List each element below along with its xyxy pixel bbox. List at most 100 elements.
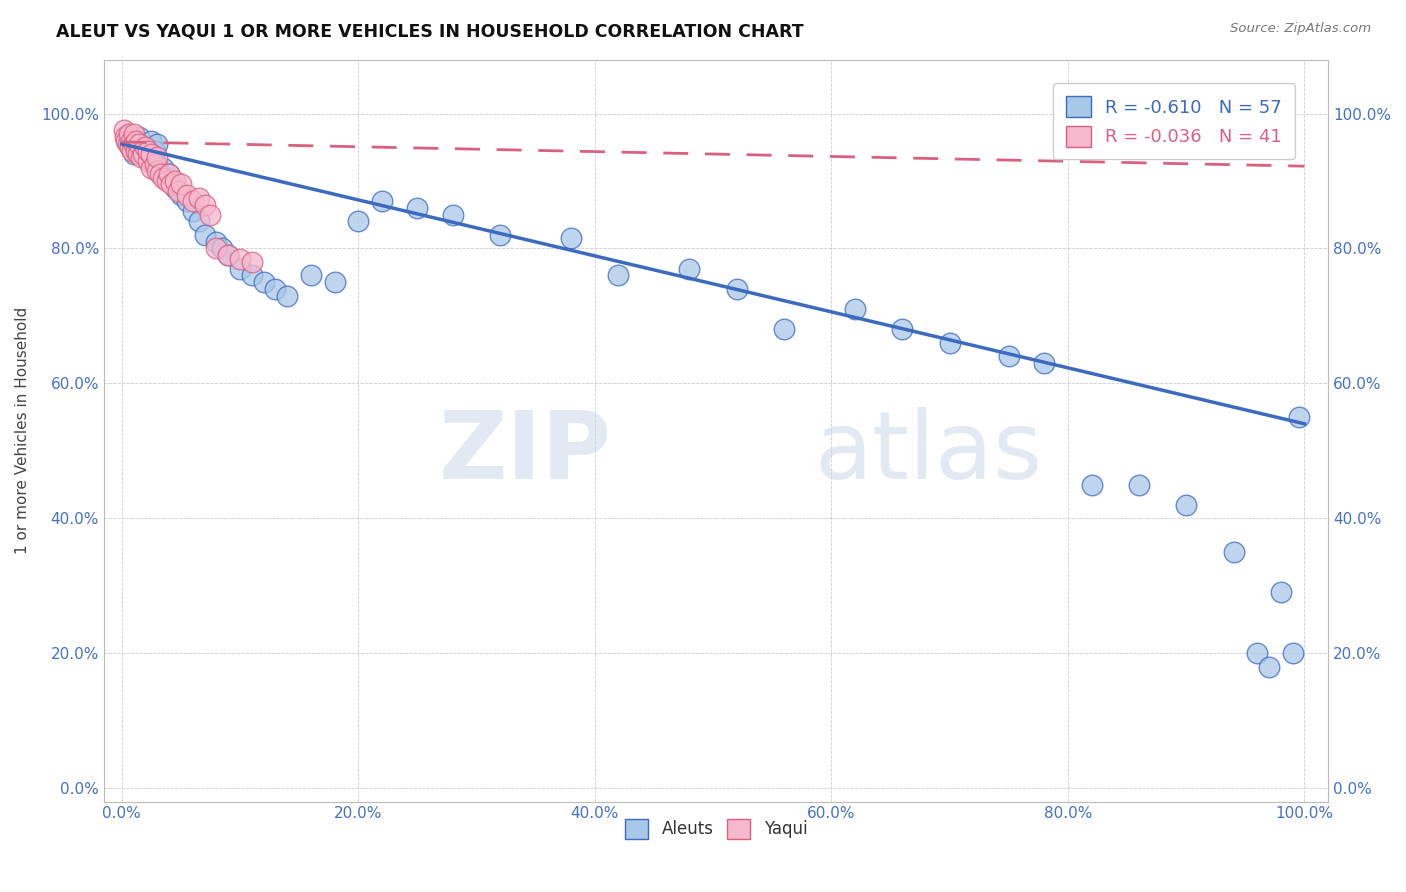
Text: Source: ZipAtlas.com: Source: ZipAtlas.com	[1230, 22, 1371, 36]
Point	[125, 134, 148, 148]
Point	[127, 147, 149, 161]
Point	[122, 127, 145, 141]
Point	[205, 235, 228, 249]
Point	[136, 144, 159, 158]
Point	[170, 178, 193, 192]
Point	[323, 275, 346, 289]
Point	[160, 178, 183, 192]
Point	[1222, 545, 1244, 559]
Point	[128, 136, 150, 151]
Point	[240, 255, 263, 269]
Point	[229, 252, 252, 266]
Point	[1080, 477, 1102, 491]
Point	[264, 282, 287, 296]
Point	[117, 136, 139, 151]
Point	[122, 147, 145, 161]
Point	[678, 261, 700, 276]
Point	[118, 140, 141, 154]
Point	[112, 123, 135, 137]
Point	[347, 214, 370, 228]
Point	[125, 136, 148, 151]
Point	[146, 150, 169, 164]
Point	[122, 136, 145, 151]
Point	[163, 174, 186, 188]
Text: ALEUT VS YAQUI 1 OR MORE VEHICLES IN HOUSEHOLD CORRELATION CHART: ALEUT VS YAQUI 1 OR MORE VEHICLES IN HOU…	[56, 22, 804, 40]
Point	[157, 167, 180, 181]
Point	[163, 180, 186, 194]
Point	[406, 201, 429, 215]
Point	[725, 282, 748, 296]
Point	[156, 174, 179, 188]
Point	[141, 161, 163, 175]
Point	[1281, 646, 1303, 660]
Point	[1175, 498, 1198, 512]
Point	[118, 127, 141, 141]
Point	[120, 134, 142, 148]
Point	[128, 144, 150, 158]
Point	[148, 167, 170, 181]
Point	[997, 350, 1019, 364]
Legend: Aleuts, Yaqui: Aleuts, Yaqui	[619, 813, 814, 846]
Point	[371, 194, 394, 209]
Point	[229, 261, 252, 276]
Point	[121, 144, 143, 158]
Point	[211, 242, 233, 256]
Point	[146, 164, 169, 178]
Text: atlas: atlas	[814, 407, 1042, 499]
Point	[299, 268, 322, 283]
Point	[217, 248, 239, 262]
Point	[1288, 410, 1310, 425]
Point	[141, 134, 163, 148]
Point	[240, 268, 263, 283]
Point	[607, 268, 630, 283]
Point	[146, 157, 169, 171]
Point	[489, 227, 512, 242]
Point	[115, 134, 138, 148]
Point	[132, 147, 155, 161]
Point	[117, 127, 139, 141]
Point	[157, 167, 180, 181]
Point	[891, 322, 914, 336]
Point	[217, 248, 239, 262]
Point	[152, 161, 174, 175]
Point	[134, 140, 156, 154]
Point	[125, 144, 148, 158]
Y-axis label: 1 or more Vehicles in Household: 1 or more Vehicles in Household	[15, 307, 30, 554]
Point	[200, 208, 222, 222]
Point	[132, 147, 155, 161]
Point	[276, 288, 298, 302]
Point	[1246, 646, 1268, 660]
Point	[122, 134, 145, 148]
Point	[136, 153, 159, 168]
Point	[141, 147, 163, 161]
Point	[1033, 356, 1056, 370]
Point	[170, 187, 193, 202]
Point	[1128, 477, 1150, 491]
Point	[187, 214, 209, 228]
Point	[141, 153, 163, 168]
Point	[176, 194, 198, 209]
Point	[560, 231, 582, 245]
Point	[134, 140, 156, 154]
Point	[167, 184, 190, 198]
Point	[114, 130, 136, 145]
Point	[181, 204, 204, 219]
Point	[176, 187, 198, 202]
Point	[205, 242, 228, 256]
Point	[143, 157, 166, 171]
Point	[1258, 659, 1281, 673]
Point	[187, 191, 209, 205]
Point	[152, 170, 174, 185]
Text: ZIP: ZIP	[439, 407, 612, 499]
Point	[938, 335, 960, 350]
Point	[143, 144, 166, 158]
Point	[441, 208, 464, 222]
Point	[120, 140, 142, 154]
Point	[773, 322, 796, 336]
Point	[181, 194, 204, 209]
Point	[136, 150, 159, 164]
Point	[193, 197, 215, 211]
Point	[129, 150, 152, 164]
Point	[146, 136, 169, 151]
Point	[844, 302, 866, 317]
